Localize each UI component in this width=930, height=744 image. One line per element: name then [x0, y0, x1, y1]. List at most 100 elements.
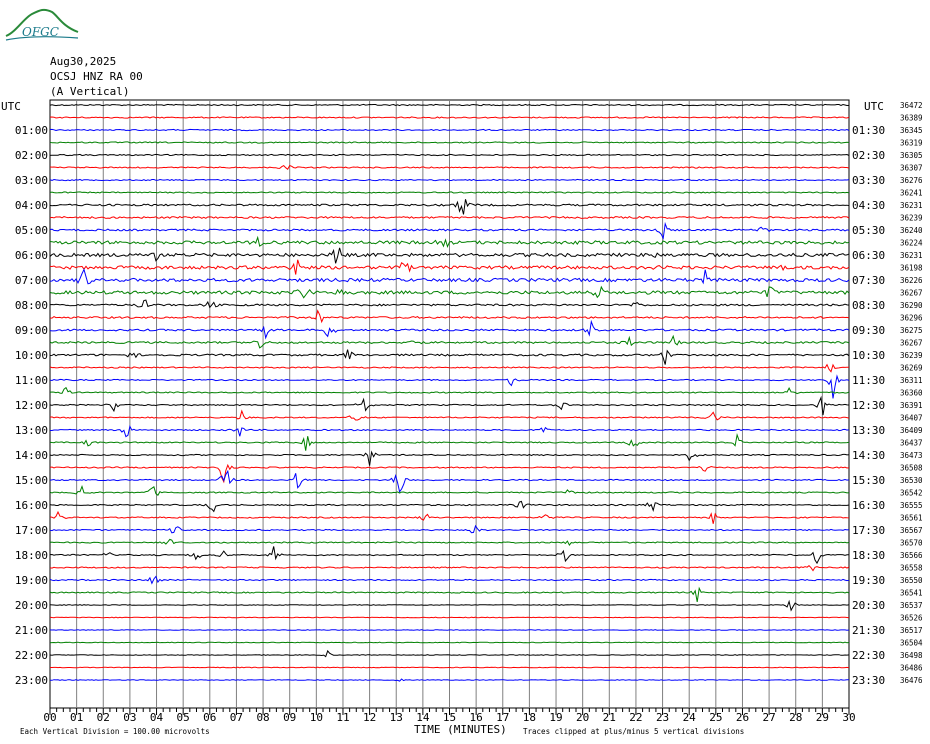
trace-count-label: 36486	[900, 664, 923, 673]
x-tick-label: 22	[629, 711, 642, 724]
seismic-trace	[49, 500, 850, 513]
x-tick-label: 04	[150, 711, 164, 724]
x-tick-label: 20	[576, 711, 589, 724]
header-component: (A Vertical)	[50, 85, 130, 98]
x-tick-label: 24	[683, 711, 697, 724]
seismic-trace	[50, 678, 850, 682]
trace-count-label: 36360	[900, 389, 923, 398]
trace-count-label: 36319	[900, 139, 923, 148]
seismic-trace	[49, 191, 850, 194]
seismic-trace	[49, 221, 850, 240]
seismic-trace	[49, 164, 850, 170]
left-time-label: 19:00	[15, 574, 48, 587]
left-time-label: 02:00	[15, 149, 48, 162]
x-tick-label: 01	[70, 711, 83, 724]
left-time-label: 09:00	[15, 324, 48, 337]
trace-count-label: 36409	[900, 426, 923, 435]
trace-count-label: 36296	[900, 314, 923, 323]
seismic-trace	[49, 386, 850, 395]
right-time-label: 23:30	[852, 674, 885, 687]
trace-count-label: 36407	[900, 414, 923, 423]
trace-count-label: 36239	[900, 214, 923, 223]
x-tick-label: 18	[523, 711, 536, 724]
trace-count-label: 36224	[900, 239, 923, 248]
right-time-label: 10:30	[852, 349, 885, 362]
trace-count-label: 36269	[900, 364, 923, 373]
x-tick-label: 09	[283, 711, 296, 724]
trace-count-label: 36498	[900, 651, 923, 660]
label-layer: 00 01 02 03 04 05 06 07 08 09 10 11 12 13 14 15 16 17 18 19…	[1, 100, 923, 724]
right-time-label: 02:30	[852, 149, 885, 162]
left-time-label: 10:00	[15, 349, 48, 362]
x-tick-label: 00	[43, 711, 56, 724]
seismic-trace	[49, 538, 850, 547]
seismic-trace	[49, 215, 850, 220]
seismic-trace	[49, 586, 850, 602]
x-tick-label: 25	[709, 711, 722, 724]
x-tick-label: 08	[256, 711, 269, 724]
seismic-trace	[49, 235, 850, 249]
right-time-label: 15:30	[852, 474, 885, 487]
trace-count-label: 36473	[900, 451, 923, 460]
seismic-trace	[49, 199, 850, 215]
x-tick-label: 13	[390, 711, 403, 724]
seismic-trace	[49, 469, 850, 494]
trace-count-label: 36508	[900, 464, 923, 473]
seismic-trace	[49, 153, 850, 157]
right-time-label: 03:30	[852, 174, 885, 187]
seismic-trace	[49, 259, 850, 275]
left-time-label: 01:00	[15, 124, 48, 137]
x-tick-label: 16	[470, 711, 483, 724]
trace-count-label: 36231	[900, 201, 923, 210]
left-time-label: 21:00	[15, 624, 48, 637]
left-time-label: 17:00	[15, 524, 48, 537]
seismic-trace	[49, 484, 850, 496]
trace-count-label: 36276	[900, 176, 923, 185]
seismic-trace	[49, 616, 850, 619]
scale-note: Each Vertical Division = 100.00 microvol…	[20, 727, 210, 736]
x-tick-label: 14	[416, 711, 430, 724]
right-axis-unit: UTC	[864, 100, 884, 113]
trace-count-label: 36570	[900, 539, 923, 548]
trace-count-label: 36476	[900, 676, 923, 685]
ofgc-logo	[5, 8, 79, 41]
trace-count-label: 36241	[900, 189, 923, 198]
x-tick-label: 05	[177, 711, 190, 724]
trace-count-label: 36290	[900, 301, 923, 310]
left-time-label: 05:00	[15, 224, 48, 237]
seismic-trace	[49, 268, 850, 285]
trace-count-label: 36275	[900, 326, 923, 335]
seismic-trace	[49, 409, 850, 421]
trace-count-label: 36550	[900, 576, 923, 585]
seismic-trace	[49, 178, 850, 182]
left-time-label: 23:00	[15, 674, 48, 687]
left-time-label: 08:00	[15, 299, 48, 312]
trace-count-label: 36558	[900, 564, 923, 573]
seismic-trace	[49, 116, 850, 119]
trace-count-label: 36517	[900, 626, 923, 635]
left-time-label: 22:00	[15, 649, 48, 662]
x-tick-label: 29	[816, 711, 829, 724]
left-time-label: 07:00	[15, 274, 48, 287]
seismic-trace	[49, 641, 850, 644]
left-time-label: 18:00	[15, 549, 48, 562]
seismic-trace	[49, 128, 850, 132]
x-tick-label: 07	[230, 711, 243, 724]
left-time-label: 12:00	[15, 399, 48, 412]
seismic-trace	[49, 546, 849, 565]
trace-count-label: 36472	[900, 101, 923, 110]
x-tick-label: 27	[762, 711, 775, 724]
trace-count-label: 36567	[900, 526, 923, 535]
x-tick-label: 21	[603, 711, 616, 724]
seismic-trace	[49, 575, 850, 585]
seismic-trace	[50, 424, 850, 438]
seismic-trace	[50, 666, 850, 669]
header-station: OCSJ HNZ RA 00	[50, 70, 143, 83]
seismic-trace	[49, 349, 850, 365]
seismic-trace	[49, 649, 850, 658]
right-time-label: 14:30	[852, 449, 885, 462]
seismic-trace	[49, 285, 850, 299]
seismic-trace	[49, 103, 850, 107]
right-time-label: 19:30	[852, 574, 885, 587]
